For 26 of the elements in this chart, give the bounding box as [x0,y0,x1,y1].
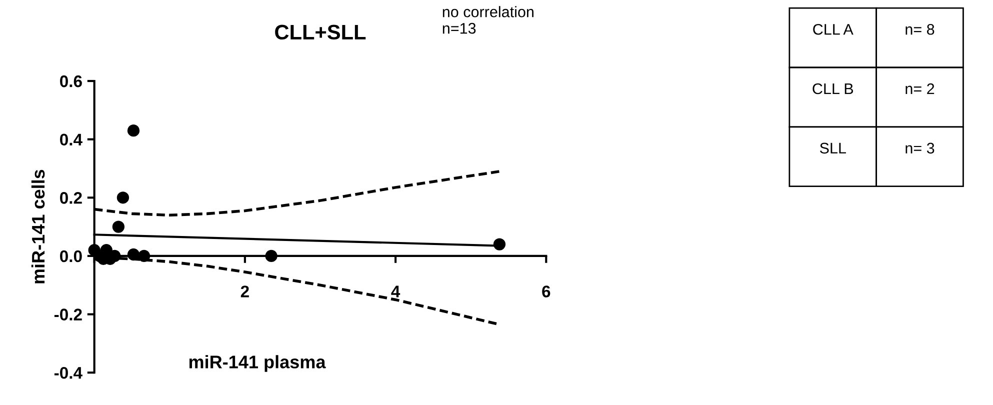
text: n= 8 [906,24,934,35]
point [112,220,125,233]
y-axis-title: miR-141 cells [31,170,45,284]
y-tick-label: 0.2 [60,192,82,204]
y-tick-label: -0.4 [54,367,82,379]
x-tick-label: 4 [391,286,400,298]
y-tick-label: 0.6 [60,75,82,88]
y-tick-label: 0.4 [60,134,82,146]
point [116,192,130,204]
chart-title: CLL+SLL [275,24,366,40]
point [265,250,278,262]
point [138,250,150,262]
text: n= 3 [906,142,934,154]
y-tick-label: -0.2 [54,308,82,320]
x-tick-label: 6 [542,286,550,298]
text: CLL A [813,24,854,35]
point [127,124,140,137]
y-tick-label: 0.0 [60,250,82,262]
text: CLL B [812,83,854,94]
x-tick-label: 2 [240,286,249,298]
point [127,248,140,261]
x-axis-title: miR-141 plasma [189,355,326,372]
text: no correlation n=13 [442,6,534,34]
point [493,238,506,250]
text: SLL [820,142,846,154]
text: n= 2 [906,83,934,94]
